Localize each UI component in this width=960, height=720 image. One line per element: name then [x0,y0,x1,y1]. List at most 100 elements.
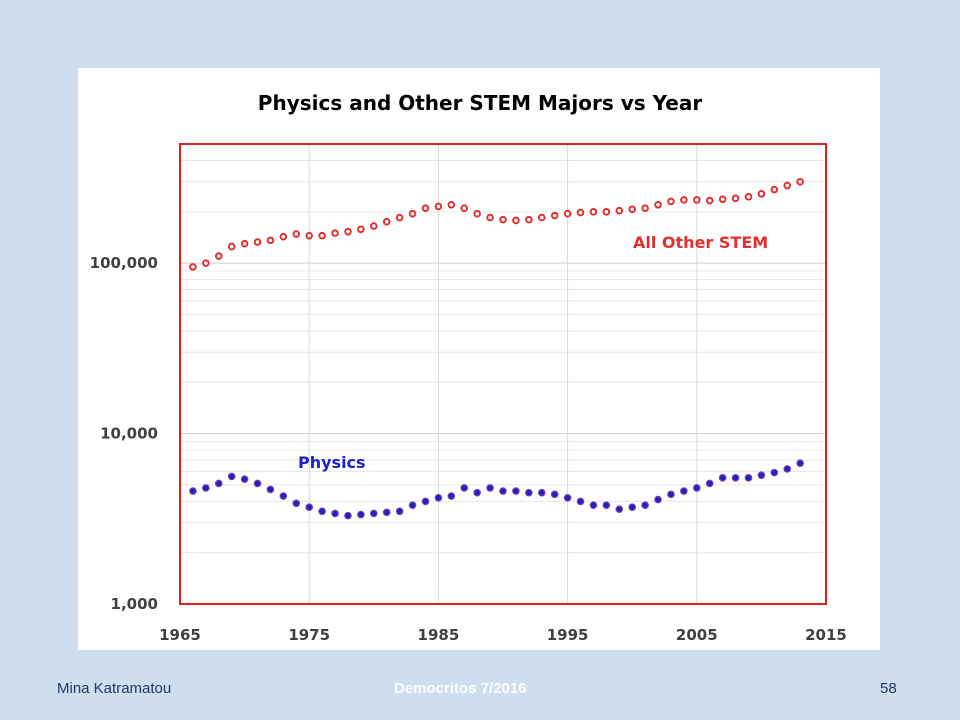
stem-point [408,209,417,218]
stem-point [292,230,301,238]
x-tick-label: 1975 [288,626,330,644]
physics-point [628,503,637,511]
physics-point [202,484,210,492]
stem-point [447,200,456,209]
physics-point [537,488,546,497]
gridlines [179,143,827,605]
physics-point [680,487,688,495]
physics-point [718,474,727,482]
physics-point [796,459,804,468]
physics-point [744,474,753,482]
physics-point [331,509,339,518]
physics-point [292,499,301,508]
data-points [189,178,804,520]
stem-point [318,231,326,240]
physics-point [576,497,585,506]
stem-point [357,225,365,234]
physics-point [344,511,352,520]
physics-point [408,501,417,509]
stem-point [693,196,701,204]
y-tick-label: 1,000 [111,595,158,613]
stem-point [744,193,753,201]
stem-point [796,178,804,186]
physics-point [770,468,779,477]
physics-point [589,501,598,509]
footer-author: Mina Katramatou [57,680,172,697]
physics-point [731,474,740,482]
chart-title: Physics and Other STEM Majors vs Year [258,91,703,115]
stem-point [331,229,339,237]
stem-point [537,213,546,222]
physics-point [266,485,275,494]
physics-point [253,479,262,488]
stem-point [344,227,352,236]
physics-point [318,507,326,516]
physics-point [783,465,792,473]
stem-point [460,204,469,213]
stem-point [421,204,430,213]
stem-point [486,213,494,222]
physics-point [279,492,288,500]
footer-page-number: 58 [880,680,897,697]
plot-border [179,143,827,605]
stem-point [382,217,391,226]
physics-point [434,493,443,502]
physics-point [357,510,365,519]
stem-point [563,209,572,218]
physics-point [499,487,507,495]
stem-point [654,200,662,209]
stem-point [602,208,611,216]
physics-point [486,484,494,492]
stem-point [680,196,688,204]
chart-svg: Physics and Other STEM Majors vs Year 1,… [90,91,847,644]
stem-point [434,202,443,211]
stem-point [305,231,313,240]
physics-point [447,492,456,500]
stem-point [783,181,792,190]
stem-point [279,232,288,241]
physics-point [305,503,314,511]
stem-point [615,206,624,215]
physics-point [757,471,766,479]
stem-point [770,185,779,194]
chart-panel: Physics and Other STEM Majors vs Year 1,… [78,68,880,650]
stem-point [214,252,223,260]
stem-point [718,195,727,204]
physics-point [227,472,236,481]
physics-point [667,490,675,499]
physics-point [460,484,469,492]
x-axis-tick-labels: 1965 1975 1985 1995 2005 2015 [159,626,847,644]
x-tick-label: 1985 [418,626,460,644]
physics-point [473,488,481,497]
x-tick-label: 2005 [676,626,718,644]
stem-point [525,215,533,224]
stem-point [189,263,197,271]
stem-point [370,222,378,230]
stem-point [473,209,481,218]
stem-point [550,211,559,220]
physics-point [512,487,520,495]
physics-point [602,501,611,509]
physics-point [421,497,430,506]
x-tick-label: 2015 [805,626,847,644]
physics-point [692,484,701,492]
physics-point [240,475,249,483]
stem-point [227,242,236,251]
physics-point [525,488,533,497]
physics-point [615,505,624,513]
stem-point [395,213,404,222]
plot-frame [179,143,827,605]
stem-point [757,190,766,198]
physics-point [563,493,572,502]
footer-event: Democritos 7/2016 [394,680,527,697]
y-axis-tick-labels: 1,000 10,000 100,000 [90,254,158,613]
stem-point [576,208,585,217]
stem-point [512,216,520,225]
stem-point [499,215,507,224]
physics-point [382,508,391,517]
x-tick-label: 1965 [159,626,201,644]
series-label-all-other-stem: All Other STEM [633,233,768,252]
stem-point [705,196,714,205]
stem-point [253,238,262,246]
physics-point [189,487,197,495]
